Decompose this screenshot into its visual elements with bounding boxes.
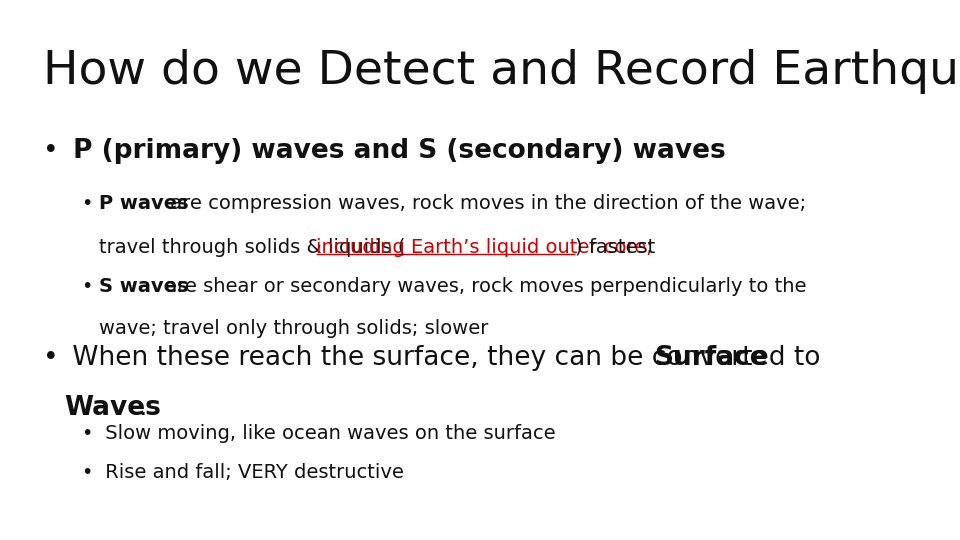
Text: •: • [43, 345, 59, 370]
Text: are shear or secondary waves, rock moves perpendicularly to the: are shear or secondary waves, rock moves… [159, 277, 806, 296]
Text: •: • [82, 194, 93, 213]
Text: P (primary) waves and S (secondary) waves: P (primary) waves and S (secondary) wave… [64, 138, 726, 164]
Text: How do we Detect and Record Earthquakes?: How do we Detect and Record Earthquakes? [43, 49, 960, 93]
Text: Waves: Waves [64, 395, 161, 421]
Text: •: • [82, 277, 93, 296]
Text: wave; travel only through solids; slower: wave; travel only through solids; slower [99, 319, 489, 338]
Text: are compression waves, rock moves in the direction of the wave;: are compression waves, rock moves in the… [164, 194, 806, 213]
Text: ) fastest: ) fastest [575, 238, 656, 256]
Text: •: • [43, 138, 59, 164]
Text: •: • [82, 463, 93, 482]
Text: Surface: Surface [654, 345, 767, 370]
Text: When these reach the surface, they can be converted to: When these reach the surface, they can b… [64, 345, 829, 370]
Text: S waves: S waves [99, 277, 188, 296]
Text: including Earth’s liquid outer core;: including Earth’s liquid outer core; [316, 238, 653, 256]
Text: •: • [82, 424, 93, 443]
Text: .: . [138, 395, 147, 421]
Text: Slow moving, like ocean waves on the surface: Slow moving, like ocean waves on the sur… [99, 424, 556, 443]
Text: P waves: P waves [99, 194, 188, 213]
Text: Rise and fall; VERY destructive: Rise and fall; VERY destructive [99, 463, 404, 482]
Text: travel through solids & liquids (: travel through solids & liquids ( [99, 238, 405, 256]
